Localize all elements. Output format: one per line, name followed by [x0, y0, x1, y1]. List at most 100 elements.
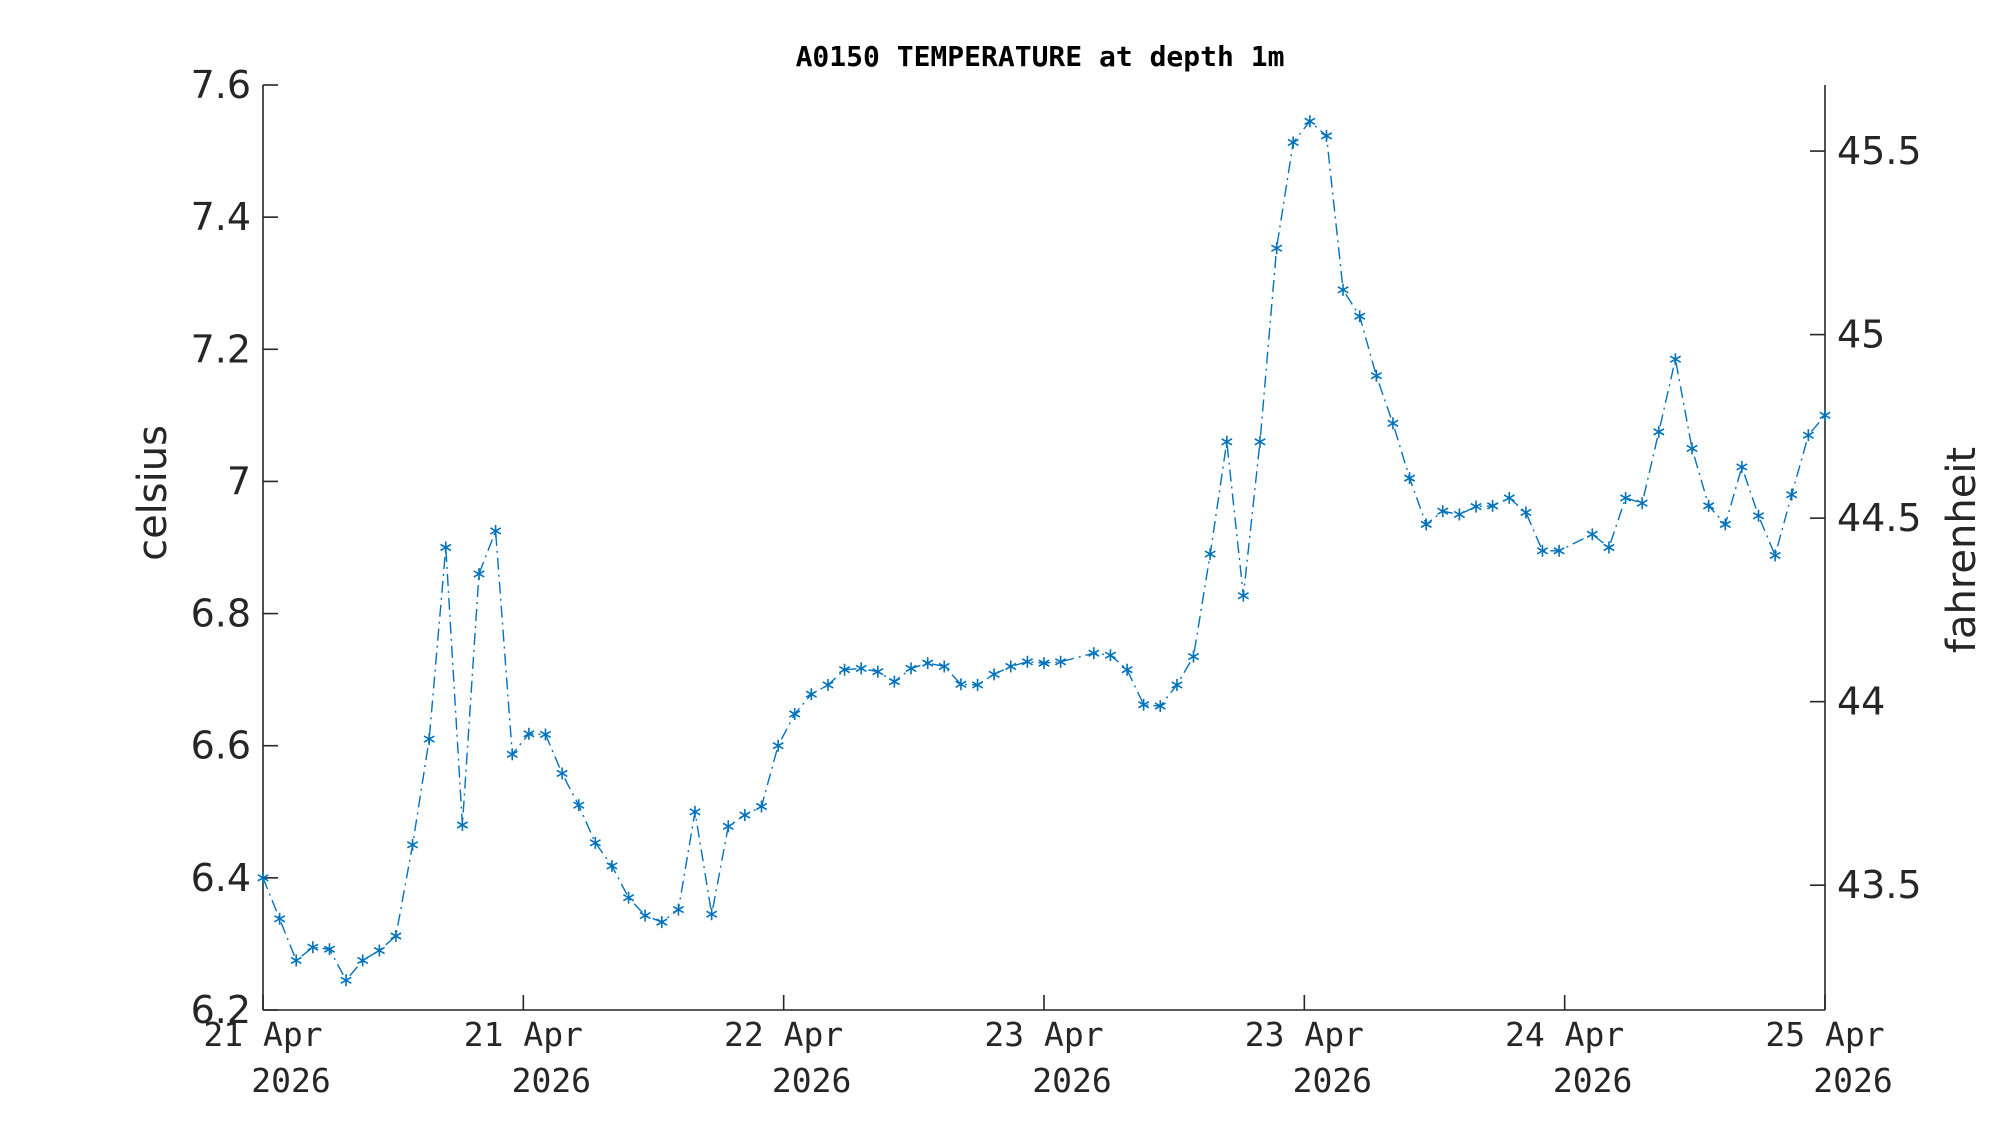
data-point — [539, 728, 552, 741]
data-point-marker-stroke — [589, 839, 601, 847]
data-point-marker-stroke — [1819, 411, 1831, 420]
data-point — [257, 871, 269, 884]
data-point — [473, 567, 485, 580]
data-point — [440, 541, 452, 554]
data-point-marker-stroke — [755, 802, 768, 811]
data-point-marker-stroke — [1154, 702, 1166, 710]
data-point-marker-stroke — [1437, 507, 1449, 515]
data-point — [1171, 678, 1183, 691]
data-point — [1403, 472, 1416, 485]
data-point — [307, 941, 319, 954]
data-point — [1221, 435, 1233, 448]
data-point-marker-stroke — [1038, 659, 1050, 667]
data-point — [1320, 129, 1333, 142]
data-point — [755, 800, 768, 813]
data-point-marker-stroke — [938, 662, 950, 671]
y-tick-label-left: 6.4 — [191, 856, 251, 900]
x-tick-label-date: 21 Apr — [203, 1015, 322, 1054]
data-point — [406, 838, 419, 851]
data-point-marker-stroke — [1320, 132, 1333, 140]
data-point — [1237, 589, 1249, 602]
data-point — [523, 727, 535, 740]
data-point-marker-stroke — [423, 735, 435, 743]
data-point-marker-stroke — [1403, 474, 1416, 482]
data-point-marker-stroke — [1204, 550, 1216, 558]
data-point — [1005, 660, 1017, 673]
data-point — [855, 662, 867, 675]
data-series — [257, 115, 1831, 987]
data-point — [423, 733, 435, 746]
x-tick-label-year: 2026 — [1813, 1061, 1892, 1100]
data-point — [1752, 509, 1765, 522]
data-point-marker-stroke — [1387, 419, 1399, 427]
data-point-marker-stroke — [1719, 520, 1731, 529]
data-point-marker-stroke — [539, 730, 552, 739]
data-point-marker-stroke — [1636, 499, 1648, 507]
data-point-marker-stroke — [689, 808, 701, 816]
data-point — [1653, 425, 1665, 438]
data-point-marker-stroke — [489, 527, 502, 535]
data-point-marker-stroke — [1736, 463, 1748, 471]
y-tick-label-left: 6.8 — [191, 592, 251, 636]
data-point-marker-stroke — [805, 690, 817, 698]
axes: 6.2 6.4 6.6 6.8 7 7.2 7.4 7.6 43.5 44 44.5 45 45.5 21… — [191, 63, 1922, 1100]
data-point — [988, 668, 1000, 681]
data-point-marker-stroke — [307, 943, 319, 951]
data-point — [606, 859, 618, 872]
data-point-marker-stroke — [440, 543, 452, 552]
data-point — [1271, 242, 1283, 255]
data-point-marker-stroke — [523, 730, 535, 738]
data-point-marker-stroke — [1669, 355, 1682, 363]
data-point — [1370, 369, 1382, 382]
data-point-marker-stroke — [1187, 652, 1200, 661]
y-tick-label-left: 6.6 — [191, 724, 251, 768]
data-point-marker-stroke — [789, 710, 801, 718]
data-point-marker-stroke — [1171, 681, 1183, 689]
data-point — [922, 657, 934, 670]
data-point — [290, 954, 302, 967]
data-point-marker-stroke — [838, 666, 851, 674]
x-tick-label-year: 2026 — [1293, 1061, 1372, 1100]
data-point — [323, 943, 336, 956]
data-point-marker-stroke — [1104, 651, 1117, 659]
data-point — [1769, 549, 1781, 562]
x-tick-label-year: 2026 — [512, 1061, 591, 1100]
data-point-marker-stroke — [357, 956, 369, 965]
data-point — [722, 820, 734, 833]
data-point-marker-stroke — [1486, 502, 1499, 510]
data-point-marker-stroke — [672, 905, 685, 914]
data-point — [1387, 417, 1399, 430]
data-point — [1304, 115, 1316, 128]
data-point-marker-stroke — [1254, 438, 1266, 446]
data-point-marker-stroke — [1005, 662, 1017, 671]
data-point-marker-stroke — [872, 668, 884, 676]
data-point — [1470, 500, 1482, 513]
data-point-marker-stroke — [373, 946, 385, 955]
data-point — [1337, 283, 1349, 296]
data-point — [589, 836, 601, 849]
data-point — [506, 748, 518, 761]
data-point — [1786, 488, 1798, 501]
data-point — [1287, 136, 1299, 149]
y-tick-label-left: 7.6 — [191, 63, 251, 107]
data-point-marker-stroke — [1619, 494, 1632, 502]
data-point-marker-stroke — [456, 821, 469, 829]
data-point-marker-stroke — [855, 664, 867, 673]
data-point-marker-stroke — [1221, 438, 1233, 446]
data-point-marker-stroke — [406, 841, 419, 849]
data-point — [1104, 649, 1117, 662]
data-point — [1503, 491, 1515, 504]
data-point — [706, 908, 718, 921]
data-point — [357, 954, 369, 967]
data-point-marker-stroke — [1786, 490, 1798, 499]
data-point — [1121, 663, 1133, 676]
x-tick-label-year: 2026 — [1032, 1061, 1111, 1100]
data-point — [905, 662, 917, 675]
data-point — [1719, 518, 1731, 531]
data-point — [1520, 506, 1532, 519]
data-point-marker-stroke — [274, 915, 286, 923]
chart-title: A0150 TEMPERATURE at depth 1m — [796, 40, 1285, 73]
data-point — [822, 678, 834, 691]
data-point-marker-stroke — [888, 677, 901, 686]
